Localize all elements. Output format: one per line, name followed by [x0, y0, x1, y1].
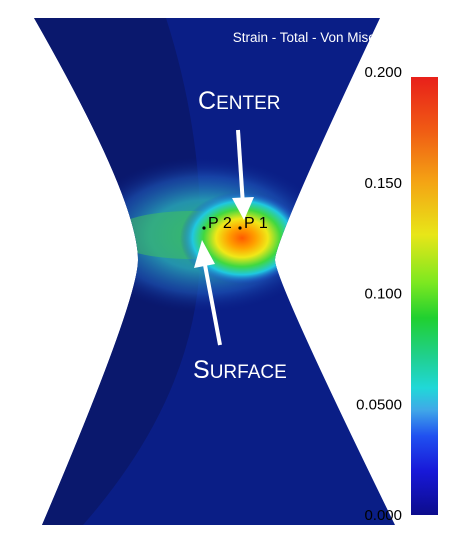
center-label-initial: C [198, 87, 216, 115]
center-label: CENTER [198, 87, 280, 115]
surface-label-rest: URFACE [210, 362, 287, 383]
center-label-rest: ENTER [216, 93, 280, 114]
legend-color-bar [411, 77, 438, 515]
legend-tick-label: 0.150 [364, 175, 402, 192]
point-2-marker [202, 226, 206, 230]
plot-title: Strain - Total - Von Mises (mm/mm) [233, 30, 444, 45]
surface-label-initial: S [193, 356, 210, 384]
legend-tick-label: 0.200 [364, 64, 402, 81]
surface-arrow [194, 240, 222, 346]
legend-tick-label: 0.100 [364, 286, 402, 303]
center-arrow [232, 129, 254, 220]
legend-ticks: 0.200 0.150 0.100 0.0500 0.000 [356, 64, 402, 524]
surface-label: SURFACE [193, 356, 287, 384]
legend-tick-label: 0.000 [364, 507, 402, 524]
point-1-marker [238, 226, 242, 230]
point-1-label: P 1 [244, 215, 268, 232]
point-2-label: P 2 [208, 215, 232, 232]
legend-tick-label: 0.0500 [356, 396, 402, 413]
